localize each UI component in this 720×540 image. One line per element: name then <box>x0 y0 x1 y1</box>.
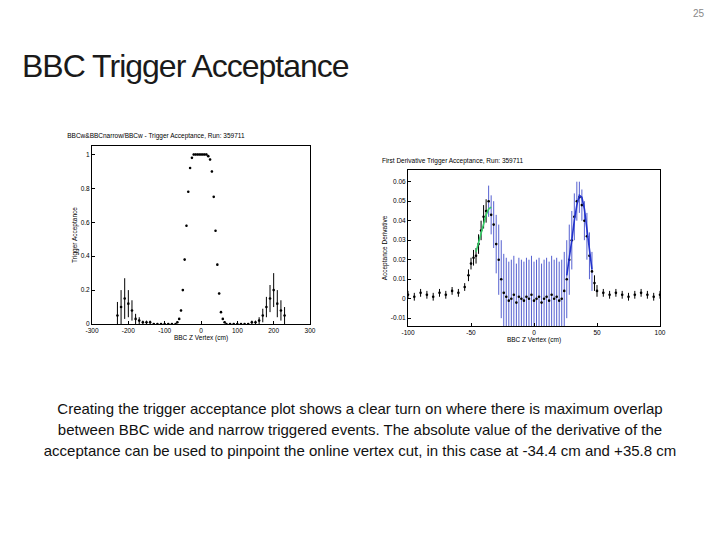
svg-text:0.06: 0.06 <box>393 178 406 185</box>
html-text:25: 25 <box>692 8 704 19</box>
svg-text:BBC Z Vertex (cm): BBC Z Vertex (cm) <box>174 334 228 342</box>
svg-text:0.04: 0.04 <box>393 217 406 224</box>
svg-text:200: 200 <box>268 327 279 334</box>
svg-text:-50: -50 <box>466 329 476 336</box>
svg-text:-100: -100 <box>401 329 414 336</box>
svg-text:-0.01: -0.01 <box>391 314 406 321</box>
svg-text:100: 100 <box>655 329 666 336</box>
svg-text:0: 0 <box>532 329 536 336</box>
svg-text:100: 100 <box>232 327 243 334</box>
html-text:BBC Trigger Acceptance: BBC Trigger Acceptance <box>22 48 349 84</box>
svg-text:0.8: 0.8 <box>81 185 90 192</box>
svg-text:0.03: 0.03 <box>393 236 406 243</box>
html-text:Creating the trigger acceptanc: Creating the trigger acceptance plot sho… <box>43 400 677 459</box>
svg-text:0.4: 0.4 <box>81 252 90 259</box>
svg-text:300: 300 <box>305 327 316 334</box>
svg-text:-300: -300 <box>85 327 98 334</box>
svg-text:1: 1 <box>86 151 90 158</box>
svg-text:First Derivative Trigger Accep: First Derivative Trigger Acceptance, Run… <box>382 157 524 165</box>
svg-text:0: 0 <box>86 320 90 327</box>
svg-text:0.05: 0.05 <box>393 197 406 204</box>
svg-text:0: 0 <box>402 295 406 302</box>
svg-text:50: 50 <box>593 329 601 336</box>
svg-text:0: 0 <box>199 327 203 334</box>
svg-text:0.2: 0.2 <box>81 286 90 293</box>
svg-text:-100: -100 <box>158 327 171 334</box>
svg-text:0.02: 0.02 <box>393 256 406 263</box>
svg-text:-200: -200 <box>122 327 135 334</box>
svg-text:Acceptance Derivative: Acceptance Derivative <box>381 215 389 280</box>
svg-text:0.01: 0.01 <box>393 275 406 282</box>
svg-text:0.6: 0.6 <box>81 219 90 226</box>
svg-text:BBC Z Vertex (cm): BBC Z Vertex (cm) <box>507 336 561 344</box>
svg-text:Trigger Acceptance: Trigger Acceptance <box>71 207 79 263</box>
svg-text:BBCw&BBCnarrow/BBCw - Trigger: BBCw&BBCnarrow/BBCw - Trigger Acceptance… <box>67 132 245 140</box>
